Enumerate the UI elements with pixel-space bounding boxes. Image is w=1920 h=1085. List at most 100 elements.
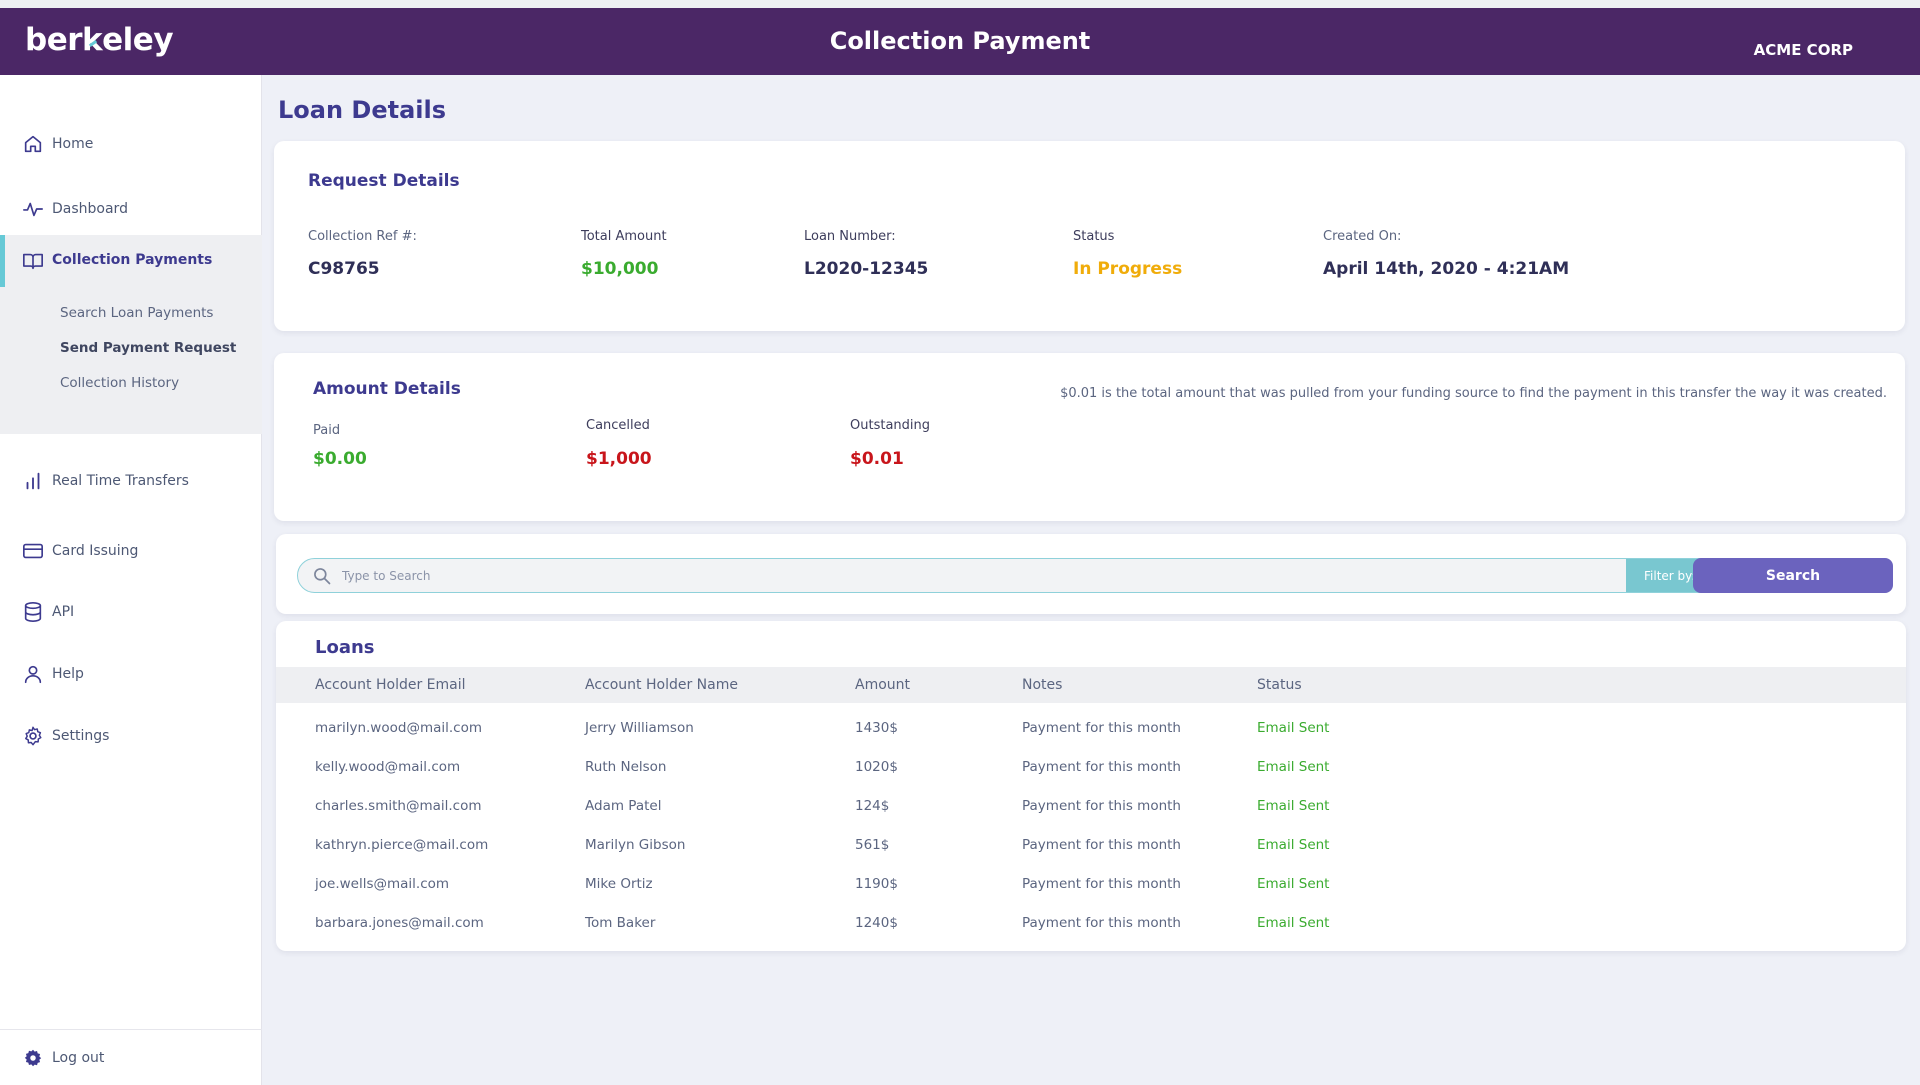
gear-icon [25,726,42,746]
cell-name: Adam Patel [585,798,662,814]
user-icon [24,665,42,684]
cell-email: joe.wells@mail.com [315,876,450,892]
column-header-status[interactable]: Status [1257,677,1302,693]
cell-status: Email Sent [1257,837,1330,853]
loans-title: Loans [315,637,375,658]
cell-notes: Payment for this month [1022,876,1181,892]
status-value: In Progress [1073,259,1183,279]
request-details-card: Request Details Collection Ref #: C98765… [274,141,1905,331]
top-header: berkeley Collection Payment ACME CORP [0,8,1920,75]
cell-name: Jerry Williamson [585,720,694,736]
cog-icon [24,1049,42,1067]
sidebar-item-card-issuing[interactable]: Card Issuing [0,531,262,571]
search-input[interactable] [342,559,1502,592]
sidebar: Home Dashboard Collection Payments Searc… [0,75,262,1085]
total-amount-label: Total Amount [581,229,667,244]
sidebar-item-dashboard[interactable]: Dashboard [0,189,262,229]
column-header-notes[interactable]: Notes [1022,677,1063,693]
cell-amount: 1240$ [855,915,898,931]
cell-status: Email Sent [1257,798,1330,814]
sidebar-item-label: Dashboard [52,201,128,217]
pulse-icon [23,202,43,217]
berkeley-logo[interactable]: berkeley [25,22,174,58]
database-icon [24,602,42,622]
credit-card-icon [23,543,43,559]
outstanding-label: Outstanding [850,418,930,433]
table-row[interactable]: marilyn.wood@mail.com Jerry Williamson 1… [276,712,1906,744]
loans-card: Loans Account Holder Email Account Holde… [276,621,1906,951]
top-strip [0,0,1920,8]
cell-name: Mike Ortiz [585,876,653,892]
cell-name: Marilyn Gibson [585,837,686,853]
sidebar-item-label: Collection Payments [52,252,213,268]
sidebar-item-label: Home [52,136,94,152]
header-title: Collection Payment [829,27,1091,55]
amount-details-card: Amount Details $0.01 is the total amount… [274,353,1905,521]
logout-button[interactable]: Log out [0,1038,262,1078]
paid-label: Paid [313,423,341,438]
request-details-title: Request Details [308,171,460,191]
outstanding-value: $0.01 [850,449,904,469]
loan-number-label: Loan Number: [804,229,896,244]
sidebar-item-api[interactable]: API [0,592,262,632]
status-label: Status [1073,229,1115,244]
sidebar-item-label: API [52,604,75,620]
cell-notes: Payment for this month [1022,720,1181,736]
collection-ref-label: Collection Ref #: [308,229,417,244]
column-header-name[interactable]: Account Holder Name [585,677,738,693]
bar-chart-icon [26,472,40,490]
cell-amount: 561$ [855,837,890,853]
subitem-search-loan-payments[interactable]: Search Loan Payments [60,305,214,321]
active-indicator [0,235,5,287]
cell-status: Email Sent [1257,759,1330,775]
cell-notes: Payment for this month [1022,759,1181,775]
table-row[interactable]: kelly.wood@mail.com Ruth Nelson 1020$ Pa… [276,751,1906,783]
logout-label: Log out [52,1050,105,1066]
sidebar-divider [0,1029,262,1030]
cancelled-value: $1,000 [586,449,652,469]
cell-status: Email Sent [1257,876,1330,892]
paid-value: $0.00 [313,449,367,469]
search-button[interactable]: Search [1693,558,1893,593]
cell-amount: 124$ [855,798,890,814]
amount-details-title: Amount Details [313,379,461,399]
book-icon [23,253,43,270]
cell-status: Email Sent [1257,720,1330,736]
table-row[interactable]: kathryn.pierce@mail.com Marilyn Gibson 5… [276,829,1906,861]
subitem-send-payment-request[interactable]: Send Payment Request [60,340,237,356]
company-name[interactable]: ACME CORP [1753,41,1853,59]
home-icon [24,135,42,153]
subitem-collection-history[interactable]: Collection History [60,375,180,391]
loan-number-value: L2020-12345 [804,259,929,279]
column-header-amount[interactable]: Amount [855,677,911,693]
sidebar-item-real-time-transfers[interactable]: Real Time Transfers [0,461,262,501]
search-card: Filter by: Search [276,534,1906,614]
search-icon [314,568,331,585]
table-row[interactable]: joe.wells@mail.com Mike Ortiz 1190$ Paym… [276,868,1906,900]
cell-email: charles.smith@mail.com [315,798,482,814]
sidebar-item-home[interactable]: Home [0,124,262,164]
sidebar-item-label: Real Time Transfers [52,473,189,489]
cell-email: kelly.wood@mail.com [315,759,461,775]
column-header-email[interactable]: Account Holder Email [315,677,466,693]
table-header: Account Holder Email Account Holder Name… [276,667,1906,703]
cell-amount: 1430$ [855,720,898,736]
cell-name: Ruth Nelson [585,759,667,775]
cell-notes: Payment for this month [1022,798,1181,814]
created-on-label: Created On: [1323,229,1402,244]
page-title: Loan Details [278,96,447,124]
table-row[interactable]: charles.smith@mail.com Adam Patel 124$ P… [276,790,1906,822]
sidebar-item-collection-payments[interactable]: Collection Payments [0,235,262,287]
cell-amount: 1020$ [855,759,898,775]
cell-email: marilyn.wood@mail.com [315,720,482,736]
cell-email: kathryn.pierce@mail.com [315,837,489,853]
cell-status: Email Sent [1257,915,1330,931]
collection-ref-value: C98765 [308,259,380,279]
total-amount-value: $10,000 [581,259,659,279]
sidebar-item-help[interactable]: Help [0,654,262,694]
sidebar-item-settings[interactable]: Settings [0,716,262,756]
table-row[interactable]: barbara.jones@mail.com Tom Baker 1240$ P… [276,907,1906,939]
amount-note: $0.01 is the total amount that was pulle… [1060,386,1887,401]
cancelled-label: Cancelled [586,418,650,433]
sidebar-item-label: Settings [52,728,110,744]
